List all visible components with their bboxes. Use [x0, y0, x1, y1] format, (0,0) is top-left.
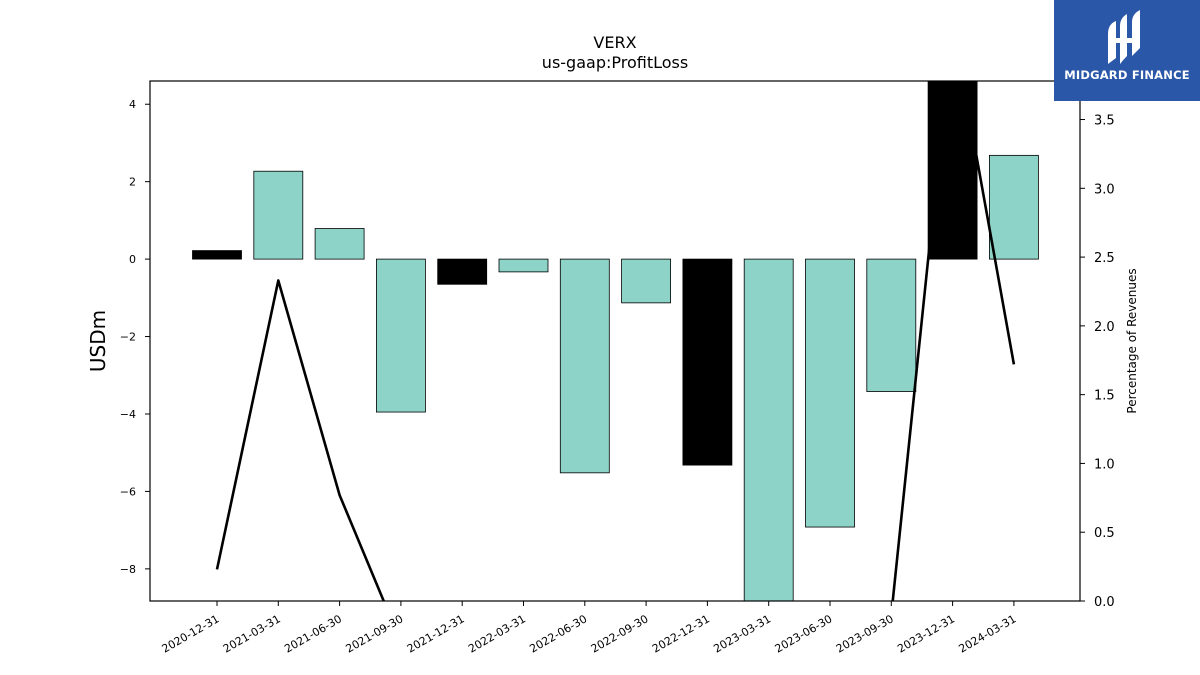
logo-mark-icon: [1108, 10, 1140, 64]
x-tick-label: 2021-12-31: [405, 612, 467, 655]
y2-tick-label: 0.5: [1094, 526, 1115, 541]
bar: [866, 258, 917, 392]
x-tick-label: 2023-12-31: [895, 612, 957, 655]
percentage-line: [215, 81, 1016, 601]
brand-logo: MIDGARD FINANCE: [1054, 0, 1200, 101]
y-tick-label: −6: [120, 485, 136, 498]
chart-title: VERX: [593, 33, 636, 52]
y-tick-label: 4: [129, 98, 136, 111]
y-tick-label: −2: [120, 331, 136, 344]
bar: [805, 258, 855, 528]
bar: [743, 258, 794, 602]
y2-tick-label: 1.5: [1094, 389, 1115, 404]
percentage-line-series: [215, 81, 1016, 601]
x-tick-label: 2021-03-31: [221, 612, 283, 655]
y2-axis-label: Percentage of Revenues: [1125, 268, 1139, 413]
y2-tick-label: 3.0: [1094, 182, 1115, 197]
bar: [927, 80, 978, 260]
x-tick-label: 2022-03-31: [466, 612, 528, 655]
x-tick-label: 2023-09-30: [834, 612, 896, 655]
x-tick-label: 2022-06-30: [527, 612, 589, 655]
x-tick-label: 2024-03-31: [957, 612, 1019, 655]
x-tick-label: 2023-03-31: [711, 612, 773, 655]
y-tick-label: −4: [120, 408, 136, 421]
y-tick-label: 2: [129, 176, 136, 189]
brand-name: MIDGARD FINANCE: [1064, 68, 1190, 82]
left-y-axis: 4 2 0 −2 −4 −6 −8: [120, 98, 150, 576]
x-tick-label: 2022-09-30: [589, 612, 651, 655]
y-axis-label: USDm: [86, 310, 110, 372]
x-tick-label: 2021-09-30: [344, 612, 406, 655]
x-tick-label: 2021-06-30: [282, 612, 344, 655]
bar: [375, 258, 426, 413]
bar: [314, 228, 365, 260]
plot-frame: [149, 80, 1081, 602]
y2-tick-label: 2.0: [1094, 320, 1115, 335]
x-tick-label: 2020-12-31: [160, 612, 222, 655]
bar: [559, 258, 610, 474]
y2-tick-label: 1.0: [1094, 457, 1115, 472]
y-tick-label: −8: [120, 563, 136, 576]
bar: [621, 258, 671, 304]
bar: [437, 258, 488, 285]
bar: [498, 258, 549, 273]
bar: [682, 258, 733, 466]
bar-series: [192, 80, 1039, 602]
x-axis: 2020-12-31 2021-03-31 2021-06-30 2021-09-30…: [160, 601, 1019, 656]
y2-tick-label: 0.0: [1094, 595, 1115, 610]
y-tick-label: 0: [129, 253, 136, 266]
bar: [253, 170, 304, 260]
x-tick-label: 2022-12-31: [650, 612, 712, 655]
right-y-axis: 0.0 0.5 1.0 1.5 2.0 2.5 3.0 3.5: [1080, 114, 1115, 610]
y2-tick-label: 2.5: [1094, 251, 1115, 266]
bar: [192, 250, 242, 260]
bar: [989, 154, 1039, 260]
x-tick-label: 2023-06-30: [773, 612, 835, 655]
y2-tick-label: 3.5: [1094, 114, 1115, 129]
chart-subtitle: us-gaap:ProfitLoss: [542, 53, 688, 72]
